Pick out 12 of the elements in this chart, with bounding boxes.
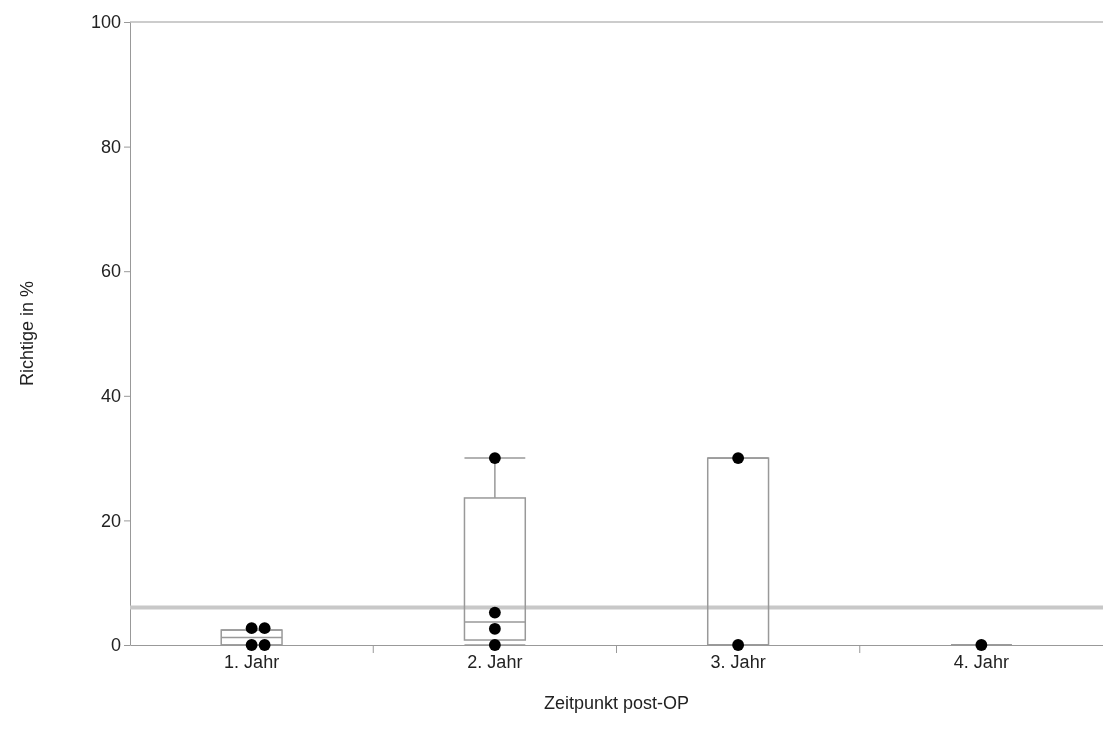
x-tick-label: 3. Jahr (710, 651, 766, 672)
x-tick-label: 1. Jahr (224, 651, 280, 672)
x-axis-title: Zeitpunkt post-OP (543, 693, 690, 713)
y-tick-label: 0 (110, 635, 121, 656)
y-tick-label: 100 (90, 12, 121, 33)
y-tick-label: 80 (100, 136, 121, 157)
y-axis-title: Richtige in % (17, 280, 37, 387)
y-tick-label: 20 (100, 510, 121, 531)
y-tick-label: 40 (100, 386, 121, 407)
x-tick-label: 2. Jahr (467, 651, 523, 672)
y-tick-label: 60 (100, 261, 121, 282)
x-tick-label: 4. Jahr (953, 651, 1009, 672)
